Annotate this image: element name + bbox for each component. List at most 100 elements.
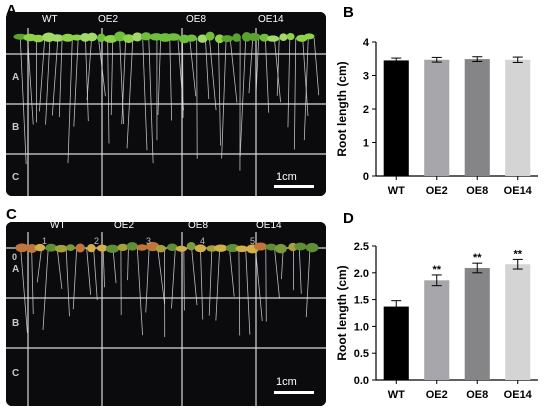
- root-strand: [107, 37, 110, 144]
- seedling-leaf: [213, 244, 228, 252]
- seedling-leaf: [45, 243, 57, 252]
- root-strand: [208, 247, 213, 316]
- root-strand: [287, 37, 291, 128]
- seedling-leaf: [166, 33, 181, 41]
- panel-letter-d: D: [343, 210, 354, 227]
- y-tick-label: 1: [363, 138, 369, 150]
- seedling-leaf: [70, 34, 83, 41]
- root-strand: [136, 247, 143, 336]
- seedling-leaf: [136, 244, 148, 251]
- seedling-plate-photo-a: WT OE2 OE8 OE14 A B C 1cm: [6, 12, 326, 196]
- root-strand: [274, 247, 280, 299]
- root-strand: [171, 247, 176, 309]
- x-tick-label: OE2: [426, 185, 448, 197]
- genotype-label-oe2: OE2: [114, 222, 134, 231]
- root-strand: [255, 37, 260, 95]
- genotype-label-oe8: OE8: [188, 222, 208, 231]
- seedling-leaf: [75, 243, 85, 253]
- y-tick-label: 2.0: [354, 268, 369, 280]
- seedling-leaf: [34, 243, 46, 252]
- seedling-leaf: [186, 241, 196, 251]
- root-strand: [157, 247, 166, 305]
- root-strand: [221, 37, 227, 159]
- seedling-leaf: [140, 32, 152, 41]
- bar-oe14: [505, 264, 531, 380]
- root-strand: [169, 37, 173, 121]
- root-strand: [303, 37, 309, 141]
- root-strand: [19, 37, 27, 165]
- root-strand: [148, 37, 154, 164]
- y-tick-label: 2.5: [354, 241, 369, 253]
- seedling-leaf: [15, 243, 29, 253]
- row-label-a: A: [12, 264, 19, 275]
- bar-oe14: [505, 59, 531, 176]
- root-strand: [209, 37, 217, 111]
- root-strand: [42, 247, 49, 330]
- root-strand: [110, 37, 114, 116]
- root-strand: [191, 247, 198, 306]
- root-strand: [126, 37, 134, 149]
- root-strands: [19, 37, 320, 171]
- root-strand: [196, 37, 198, 159]
- root-strand: [86, 247, 92, 295]
- panel-letter-c: C: [6, 206, 17, 223]
- seedling-leaf: [96, 33, 106, 43]
- seedling-row: [13, 31, 315, 44]
- y-tick-label: 1.5: [354, 295, 369, 307]
- seedling-leaf: [96, 244, 108, 252]
- x-tick-label: WT: [388, 185, 405, 197]
- seedling-leaf: [86, 32, 98, 42]
- genotype-label-oe8: OE8: [186, 14, 206, 25]
- x-tick-label: OE8: [466, 185, 488, 197]
- bar-oe8: [464, 59, 490, 176]
- seedling-leaf: [194, 244, 207, 253]
- seedling-leaf: [66, 244, 75, 251]
- seedling-leaf: [247, 32, 261, 42]
- root-strand: [45, 37, 51, 125]
- y-axis-label: Root length (cm): [335, 265, 349, 360]
- seedling-leaf: [26, 243, 38, 253]
- root-strand: [20, 247, 28, 334]
- root-strand: [157, 37, 162, 115]
- seedling-leaf: [132, 32, 143, 42]
- plate-grid: [6, 222, 326, 406]
- root-strand: [273, 37, 282, 103]
- genotype-label-wt: WT: [50, 222, 66, 231]
- root-length-chart-b: 0 1 2 3 4 Root length (cm) WT OE2 OE8 OE14: [330, 10, 545, 206]
- plate-number-1: 1: [42, 236, 47, 246]
- y-tick-label: 1.0: [354, 321, 369, 333]
- seedling-leaf: [126, 242, 138, 251]
- row-label-b: B: [12, 122, 19, 133]
- y-tick-label: 3: [363, 71, 369, 83]
- seedling-leaf: [265, 243, 277, 251]
- x-tick-label: WT: [388, 389, 405, 401]
- row-label-c: C: [12, 368, 19, 379]
- root-strand: [145, 247, 150, 313]
- seedling-leaf: [279, 33, 288, 41]
- root-strand: [239, 37, 247, 157]
- seedling-leaf: [197, 34, 208, 43]
- root-strand: [65, 247, 70, 317]
- plate-number-4: 4: [200, 236, 205, 246]
- seedling-leaf: [221, 35, 234, 43]
- scale-bar: [274, 185, 314, 188]
- root-strand: [27, 37, 34, 125]
- seedling-leaf: [155, 244, 167, 253]
- x-tick-label: OE14: [504, 389, 533, 401]
- significance-label: **: [473, 252, 482, 264]
- seedling-leaf: [117, 243, 129, 252]
- seedling-leaf: [123, 34, 135, 43]
- root-strand: [121, 37, 127, 125]
- root-strand: [229, 37, 238, 103]
- root-strand: [85, 37, 89, 122]
- y-tick-label: 2: [363, 104, 369, 116]
- root-strand: [215, 247, 221, 321]
- genotype-label-oe14: OE14: [256, 222, 282, 231]
- seedling-leaf: [51, 34, 64, 42]
- seedling-leaf: [286, 32, 295, 41]
- seedling-leaf: [294, 242, 307, 251]
- root-strand: [229, 247, 235, 297]
- significance-label: **: [432, 264, 441, 276]
- root-strand: [265, 247, 267, 322]
- plate-background: [6, 222, 326, 406]
